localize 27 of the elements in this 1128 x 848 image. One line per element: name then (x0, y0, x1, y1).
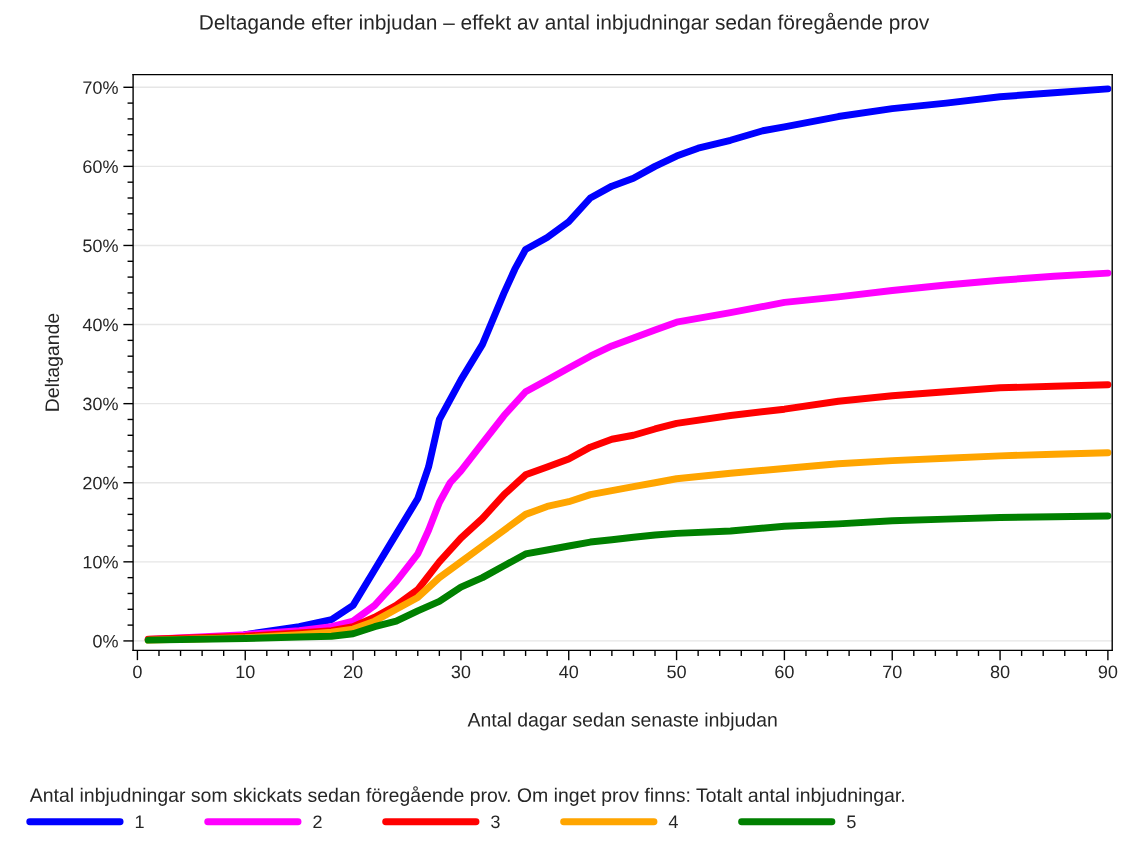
x-tick-label: 70 (883, 665, 902, 679)
x-tick-label: 90 (1098, 665, 1118, 679)
chart-title: Deltagande efter inbjudan – effekt av antal inbjudningar sedan föregående prov (200, 12, 930, 34)
y-tick-label: 40% (82, 318, 118, 332)
x-tick-label: 60 (775, 665, 794, 679)
y-tick-label: 70% (83, 81, 118, 94)
legend-label: 1 (135, 815, 144, 828)
y-axis-title: Deltagande (44, 313, 63, 411)
y-tick-label: 50% (83, 239, 118, 253)
x-tick-label: 10 (236, 665, 255, 679)
legend-title: Antal inbjudningar som skickats sedan föregående prov. Om inget prov finns: Totalt antal inbjudningar. (29, 786, 904, 806)
x-axis-title: Antal dagar sedan senaste inbjudan (467, 712, 777, 731)
x-tick-label: 40 (559, 665, 579, 679)
y-tick-label: 0% (93, 634, 118, 648)
x-tick-label: 30 (451, 665, 471, 679)
legend-label: 4 (668, 815, 678, 828)
x-tick-label: 50 (667, 665, 686, 679)
y-tick-label: 60% (83, 160, 118, 174)
x-tick-label: 20 (343, 665, 363, 679)
y-tick-label: 30% (83, 397, 118, 411)
x-tick-label: 80 (990, 665, 1010, 679)
legend-label: 2 (313, 815, 322, 828)
legend-label: 3 (491, 815, 500, 829)
legend-label: 5 (847, 815, 856, 829)
y-tick-label: 10% (83, 555, 118, 569)
x-tick-label: 0 (133, 665, 142, 679)
y-tick-label: 20% (83, 476, 118, 490)
